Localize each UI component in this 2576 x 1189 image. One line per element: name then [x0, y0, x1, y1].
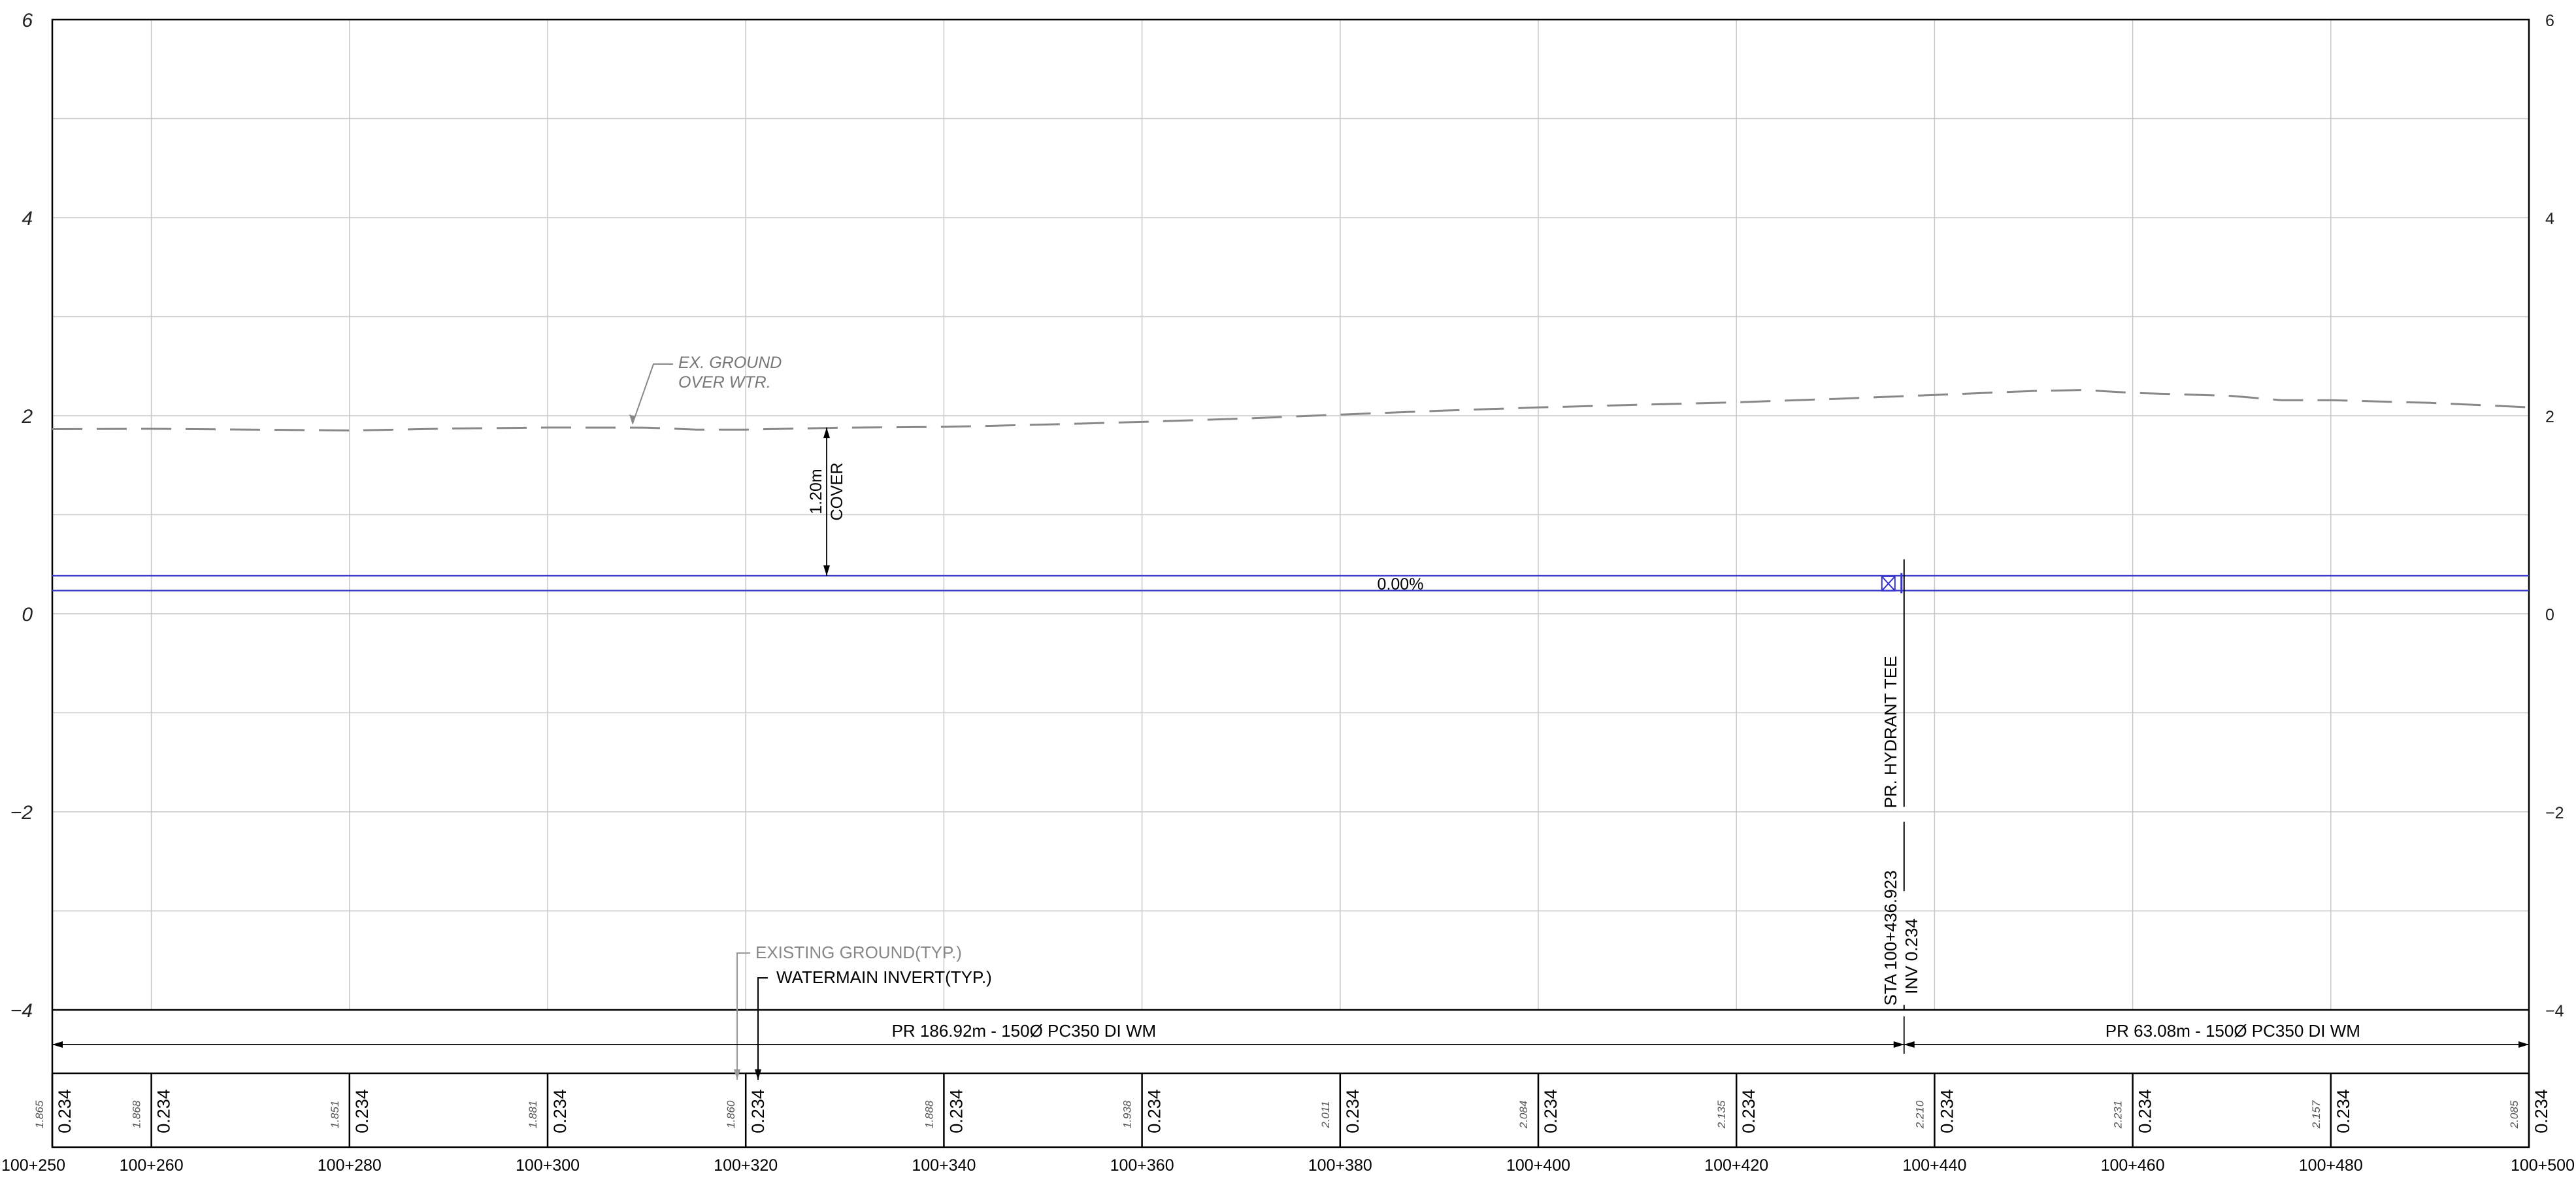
existing-ground-value: 2.011: [1319, 1101, 1332, 1128]
existing-ground-value: 1.881: [527, 1101, 539, 1129]
y-tick-label-right: 0: [2545, 606, 2554, 624]
station-label: 100+400: [1506, 1156, 1570, 1175]
watermain-invert-typ-label: WATERMAIN INVERT(TYP.): [776, 967, 992, 987]
station-label: 100+280: [318, 1156, 382, 1175]
pipe-right-label: PR 63.08m - 150Ø PC350 DI WM: [2105, 1021, 2360, 1041]
existing-ground-value: 2.157: [2310, 1100, 2322, 1129]
plot-frame: [51, 18, 2530, 1148]
existing-ground-value: 2.085: [2508, 1100, 2520, 1129]
invert-value: 0.234: [1541, 1089, 1560, 1133]
station-label: 100+300: [516, 1156, 580, 1175]
invert-value: 0.234: [1343, 1089, 1362, 1133]
cover-label-line2: COVER: [828, 463, 846, 521]
ex-ground-label-line1: EX. GROUND: [678, 354, 782, 372]
plot-border: [51, 18, 2530, 1148]
dimension-arrow: [52, 1041, 63, 1048]
y-tick-label-right: 6: [2545, 12, 2554, 30]
grade-label: 0.00%: [1378, 575, 1424, 594]
existing-ground-typ-arrow: [734, 1069, 740, 1080]
invert-value: 0.234: [1937, 1089, 1957, 1133]
station-label: 100+320: [714, 1156, 778, 1175]
station-label: 100+500: [2511, 1156, 2575, 1175]
station-label: 100+380: [1308, 1156, 1372, 1175]
y-tick-label-left: −4: [10, 1000, 33, 1022]
invert-value: 0.234: [2136, 1089, 2155, 1133]
y-tick-label-left: 0: [22, 604, 33, 626]
existing-ground-value: 1.938: [1121, 1100, 1134, 1128]
existing-ground-value: 1.860: [725, 1100, 737, 1128]
y-tick-label-left: −2: [10, 802, 33, 824]
existing-ground-typ-label: EXISTING GROUND(TYP.): [755, 943, 962, 962]
station-label: 100+420: [1704, 1156, 1768, 1175]
y-tick-label-left: 6: [22, 10, 33, 31]
y-tick-label-right: 2: [2545, 408, 2554, 426]
grid: [52, 20, 2529, 1010]
station-label: 100+360: [1110, 1156, 1174, 1175]
invert-value: 0.234: [154, 1089, 174, 1133]
y-tick-label-right: −4: [2545, 1002, 2564, 1020]
station-label: 100+250: [1, 1156, 65, 1175]
invert-value: 0.234: [946, 1089, 966, 1133]
y-tick-label-left: 4: [22, 208, 33, 229]
invert-value: 0.234: [2532, 1089, 2551, 1133]
existing-ground-value: 2.231: [2112, 1101, 2124, 1130]
station-label: 100+340: [912, 1156, 976, 1175]
hydrant-tee-cross: [1881, 576, 1896, 592]
pipe-left-label: PR 186.92m - 150Ø PC350 DI WM: [892, 1021, 1157, 1041]
existing-ground-value: 1.865: [33, 1100, 46, 1128]
axis-ticks: −4 −4 −2 −2 0 0 2 2 4 4 6 6 100+250 100+260 100+280 100…: [1, 10, 2575, 1175]
hydrant-station: STA 100+436.923: [1881, 871, 1900, 1006]
y-tick-label-right: −2: [2545, 804, 2564, 822]
hydrant-tee-icon: [1881, 575, 1896, 592]
existing-ground-value: 1.888: [923, 1100, 935, 1128]
invert-value: 0.234: [352, 1089, 372, 1133]
existing-ground-typ-leader: [736, 952, 750, 1080]
station-label: 100+440: [1902, 1156, 1966, 1175]
existing-ground-value: 2.084: [1517, 1101, 1530, 1130]
cover-arrow-top: [823, 427, 830, 439]
ex-ground-leader: [632, 363, 673, 424]
ex-ground-leader-arrow: [629, 414, 635, 425]
invert-value: 0.234: [2334, 1089, 2353, 1133]
dimension-arrow: [2518, 1041, 2529, 1048]
existing-ground-line: [52, 389, 2530, 432]
existing-ground-value: 1.868: [131, 1100, 143, 1128]
invert-value: 0.234: [748, 1089, 768, 1133]
station-label: 100+480: [2299, 1156, 2363, 1175]
y-tick-label-left: 2: [21, 406, 33, 427]
existing-ground-value: 1.851: [329, 1101, 341, 1129]
ex-ground-label-line2: OVER WTR.: [678, 373, 771, 392]
invert-value: 0.234: [550, 1089, 570, 1133]
watermain-invert-typ-leader: [757, 977, 768, 1080]
watermain-invert-typ-arrow: [755, 1069, 761, 1080]
hydrant-invert: INV 0.234: [1902, 918, 1921, 994]
cover-arrow-bottom: [823, 565, 830, 576]
cover-label-line1: 1.20m: [807, 469, 825, 514]
station-label: 100+260: [120, 1156, 184, 1175]
invert-value: 0.234: [55, 1089, 74, 1133]
invert-value: 0.234: [1145, 1089, 1164, 1133]
invert-value: 0.234: [1739, 1089, 1759, 1133]
station-label: 100+460: [2101, 1156, 2165, 1175]
dimension-arrow: [1904, 1041, 1915, 1048]
existing-ground-value: 2.210: [1913, 1100, 1926, 1129]
y-tick-label-right: 4: [2545, 210, 2554, 228]
existing-ground-value: 2.135: [1715, 1100, 1728, 1129]
hydrant-label: PR. HYDRANT TEE: [1881, 656, 1900, 808]
dimension-arrow: [1893, 1041, 1904, 1048]
profile-series: [52, 389, 2530, 592]
data-table: 1.865 0.234 1.868 0.234 1.851 0.234 1.881 0.234…: [33, 1016, 2551, 1147]
